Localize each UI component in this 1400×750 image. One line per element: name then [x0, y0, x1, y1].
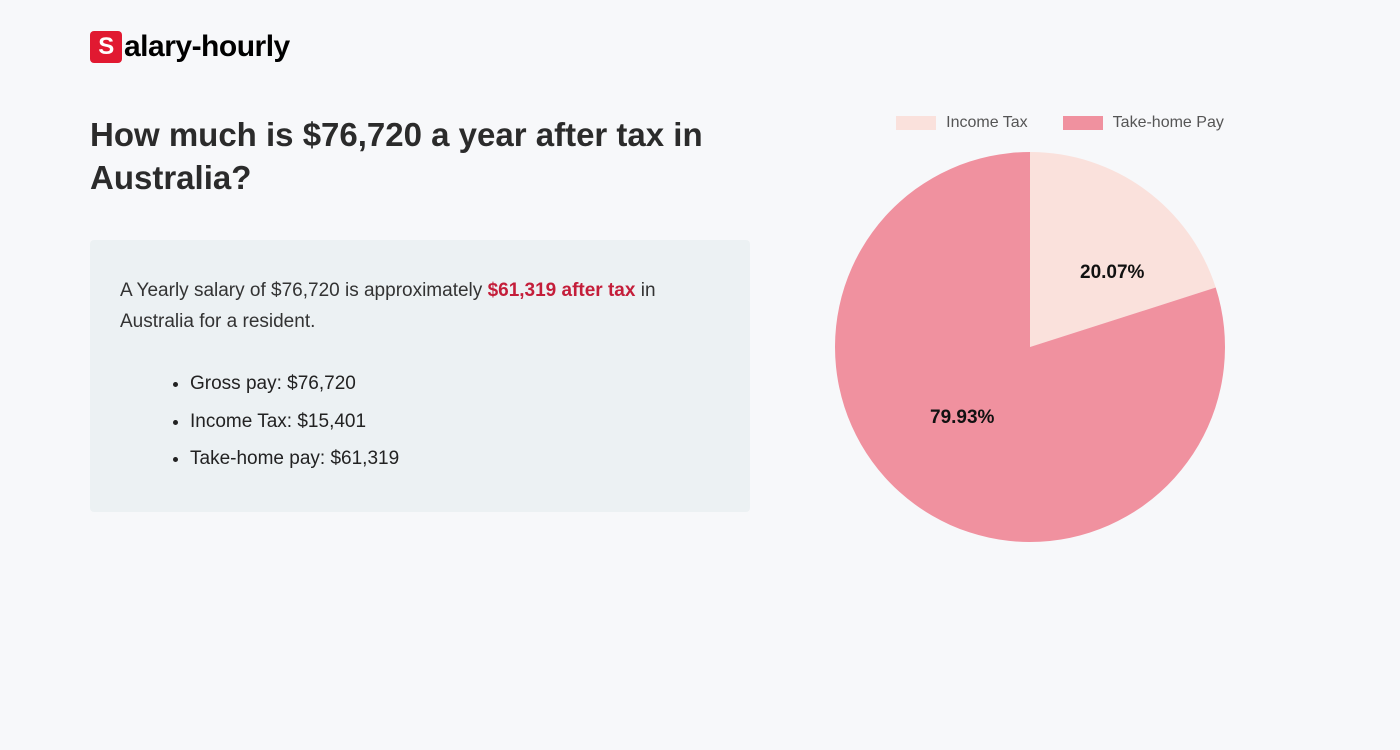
summary-pre: A Yearly salary of $76,720 is approximat…	[120, 280, 488, 301]
pie-chart: 20.07% 79.93%	[830, 147, 1230, 547]
slice-label: 79.93%	[930, 407, 994, 429]
breakdown-list: Gross pay: $76,720 Income Tax: $15,401 T…	[120, 365, 720, 476]
chart-legend: Income Tax Take-home Pay	[830, 114, 1290, 132]
legend-swatch	[1063, 116, 1103, 130]
logo-text: alary-hourly	[124, 30, 290, 64]
list-item: Gross pay: $76,720	[190, 365, 720, 402]
legend-label: Take-home Pay	[1113, 114, 1224, 132]
summary-highlight: $61,319 after tax	[488, 280, 636, 301]
brand-logo: Salary-hourly	[90, 30, 1310, 64]
summary-box: A Yearly salary of $76,720 is approximat…	[90, 240, 750, 512]
list-item: Income Tax: $15,401	[190, 403, 720, 440]
summary-text: A Yearly salary of $76,720 is approximat…	[120, 275, 720, 338]
legend-swatch	[896, 116, 936, 130]
page-title: How much is $76,720 a year after tax in …	[90, 114, 750, 200]
list-item: Take-home pay: $61,319	[190, 440, 720, 477]
logo-badge: S	[90, 31, 122, 63]
legend-label: Income Tax	[946, 114, 1028, 132]
slice-label: 20.07%	[1080, 262, 1144, 284]
legend-item: Income Tax	[896, 114, 1028, 132]
legend-item: Take-home Pay	[1063, 114, 1224, 132]
